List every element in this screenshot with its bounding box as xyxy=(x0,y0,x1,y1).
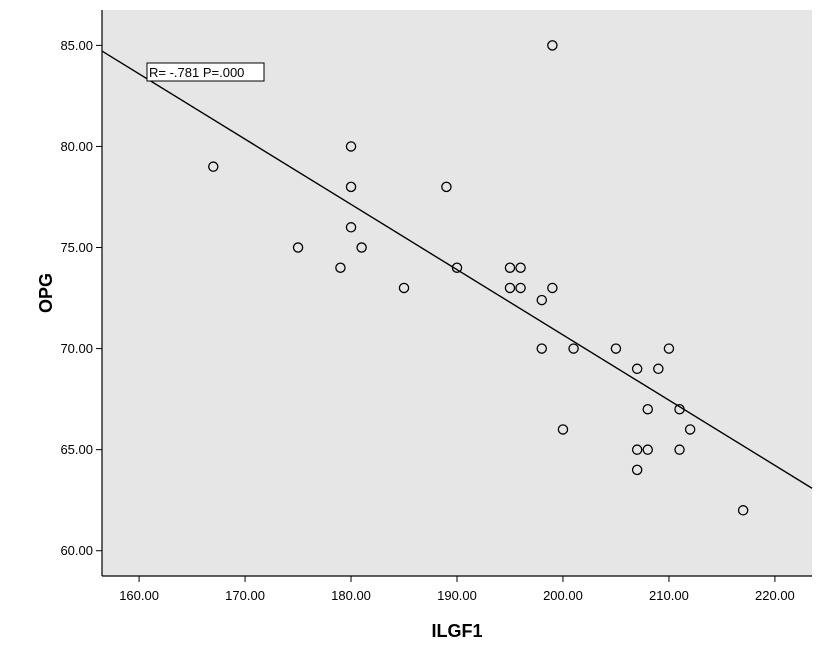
x-tick-label: 170.00 xyxy=(225,588,265,603)
data-point xyxy=(356,242,367,253)
data-point xyxy=(610,343,622,354)
y-axis-title: OPG xyxy=(36,273,56,313)
data-point xyxy=(631,464,643,476)
data-point xyxy=(345,181,357,193)
data-point xyxy=(547,40,558,51)
annotation-box xyxy=(146,62,265,82)
data-point xyxy=(292,242,304,253)
data-point xyxy=(504,262,516,273)
data-point xyxy=(515,282,526,294)
x-tick-label: 160.00 xyxy=(119,588,159,603)
y-tick-label: 75.00 xyxy=(60,240,93,255)
data-point xyxy=(684,424,696,435)
plot-area xyxy=(102,10,812,576)
regression-line xyxy=(101,50,813,489)
x-tick-label: 180.00 xyxy=(331,588,371,603)
data-point xyxy=(631,363,643,375)
data-point xyxy=(398,282,410,294)
data-point xyxy=(208,161,219,172)
annotation-text: R= -.781 P=.000 xyxy=(149,65,244,80)
y-tick-label: 65.00 xyxy=(60,442,93,457)
data-point xyxy=(515,262,526,273)
data-point xyxy=(642,444,653,455)
data-point xyxy=(674,403,685,415)
y-tick-label: 60.00 xyxy=(60,543,93,558)
y-tick-label: 80.00 xyxy=(60,139,93,154)
correlation-annotation: R= -.781 P=.000 xyxy=(146,62,265,82)
data-points xyxy=(208,40,749,516)
data-point xyxy=(345,141,357,152)
x-tick-label: 200.00 xyxy=(543,588,583,603)
data-point xyxy=(451,262,463,273)
data-point xyxy=(441,181,452,193)
x-tick-label: 190.00 xyxy=(437,588,477,603)
y-axis-ticks: 60.00 65.00 70.00 75.00 80.00 85.00 xyxy=(60,38,102,558)
data-point xyxy=(536,294,548,306)
data-point xyxy=(504,282,516,294)
x-axis-title: ILGF1 xyxy=(431,621,482,641)
data-point xyxy=(653,363,664,375)
x-tick-label: 220.00 xyxy=(755,588,795,603)
data-point xyxy=(536,343,548,354)
data-point xyxy=(547,282,558,294)
data-point xyxy=(737,505,749,516)
data-point xyxy=(663,343,675,354)
data-point xyxy=(631,444,643,455)
data-point xyxy=(568,343,579,354)
data-point xyxy=(642,403,653,415)
y-tick-label: 85.00 xyxy=(60,38,93,53)
y-tick-label: 70.00 xyxy=(60,341,93,356)
data-point xyxy=(345,222,357,233)
data-point xyxy=(557,424,569,435)
x-axis-ticks: 160.00 170.00 180.00 190.00 200.00 210.00 220.… xyxy=(119,576,795,603)
data-point xyxy=(335,262,346,273)
x-tick-label: 210.00 xyxy=(649,588,689,603)
data-point xyxy=(674,444,685,455)
